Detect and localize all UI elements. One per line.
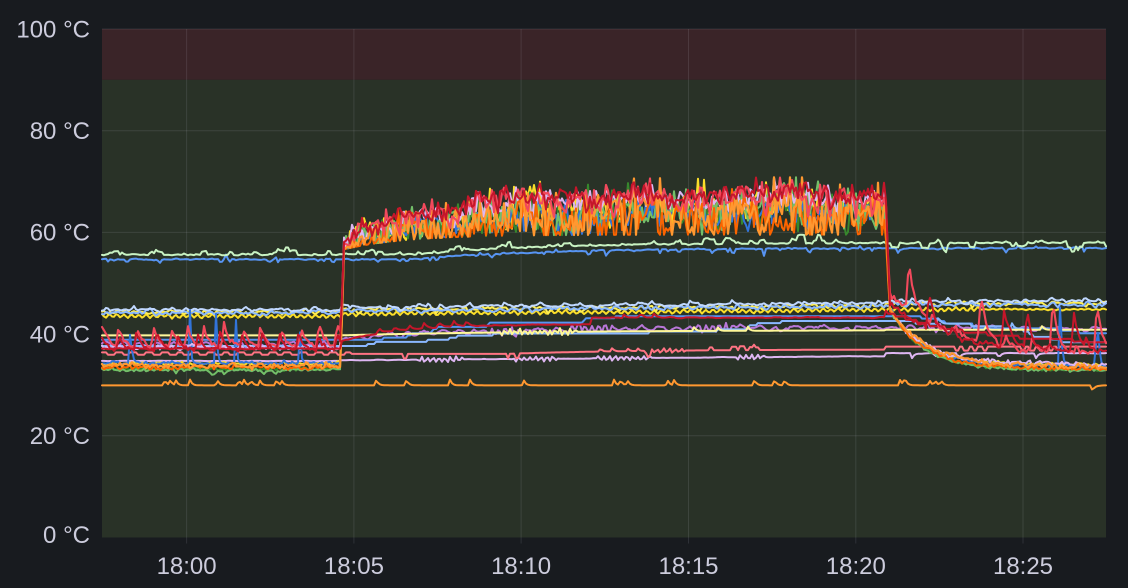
svg-text:60 °C: 60 °C: [30, 220, 90, 247]
svg-text:18:10: 18:10: [491, 553, 551, 580]
svg-text:18:15: 18:15: [658, 553, 718, 580]
svg-text:20 °C: 20 °C: [30, 423, 90, 450]
svg-text:18:25: 18:25: [993, 553, 1053, 580]
svg-text:18:00: 18:00: [157, 553, 217, 580]
svg-text:40 °C: 40 °C: [30, 321, 90, 348]
svg-text:100 °C: 100 °C: [16, 16, 90, 43]
svg-text:18:20: 18:20: [826, 553, 886, 580]
svg-text:0 °C: 0 °C: [43, 522, 90, 549]
svg-text:18:05: 18:05: [324, 553, 384, 580]
svg-text:80 °C: 80 °C: [30, 118, 90, 145]
